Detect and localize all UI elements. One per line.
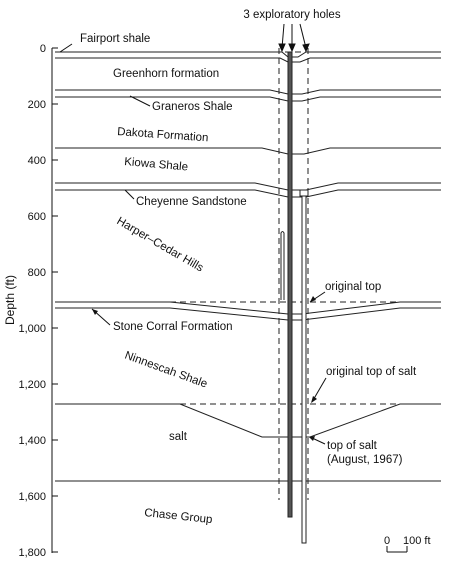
- scale-bar-start: 0: [384, 535, 390, 547]
- formation-salt: salt: [169, 431, 188, 443]
- stone-corral-top-line: [55, 301, 441, 315]
- ground-surface-line: [55, 51, 441, 58]
- depth-tick-1200: 1,200: [18, 379, 46, 391]
- depth-axis-label: Depth (ft): [3, 275, 17, 325]
- annotation-top-of-salt: top of salt: [327, 440, 378, 452]
- depth-tick-400: 400: [28, 155, 46, 167]
- depth-tick-labels: 0 200 400 600 800 1,000 1,200 1,400 1,60…: [18, 43, 46, 559]
- hole-2: [287, 51, 293, 518]
- depth-tick-1000: 1,000: [18, 323, 46, 335]
- formation-stone-corral: Stone Corral Formation: [113, 321, 233, 333]
- kiowa-base-line: [55, 182, 441, 191]
- depth-tick-600: 600: [28, 211, 46, 223]
- hole-3-cap: [299, 189, 309, 197]
- formation-kiowa: Kiowa Shale: [124, 156, 189, 174]
- fairport-base-line: [55, 57, 441, 63]
- formation-ninnescah: Ninnescah Shale: [123, 350, 209, 391]
- depth-axis: [51, 47, 58, 553]
- formation-boundaries: [55, 51, 441, 482]
- depth-tick-1800: 1,800: [18, 547, 46, 559]
- formation-graneros: Graneros Shale: [152, 101, 233, 113]
- formation-labels: Fairport shale Greenhorn formation Grane…: [59, 33, 247, 526]
- scale-bar: 0 100 ft: [384, 535, 431, 553]
- greenhorn-base-line: [55, 89, 441, 95]
- original-level-lines: [55, 48, 441, 500]
- title-leaders: [278, 23, 310, 53]
- formation-greenhorn: Greenhorn formation: [113, 68, 219, 80]
- depth-tick-0: 0: [40, 43, 46, 55]
- formation-cheyenne: Cheyenne Sandstone: [136, 196, 247, 208]
- annotation-original-top: original top: [325, 281, 381, 293]
- hole-3: [301, 191, 307, 544]
- scale-bar-end: 100 ft: [403, 535, 431, 547]
- formation-fairport: Fairport shale: [80, 33, 150, 45]
- stone-corral-base-line: [55, 307, 441, 321]
- graneros-base-line: [55, 96, 441, 102]
- depth-tick-200: 200: [28, 99, 46, 111]
- formation-chase-group: Chase Group: [144, 507, 213, 526]
- annotations: original top original top of salt top of…: [309, 281, 417, 466]
- depth-tick-1600: 1,600: [18, 491, 46, 503]
- dakota-base-line: [55, 147, 441, 155]
- formation-dakota: Dakota Formation: [117, 126, 209, 144]
- salt-top-line: [55, 403, 441, 438]
- hole-1: [280, 231, 285, 300]
- depth-tick-800: 800: [28, 267, 46, 279]
- exploratory-holes: [280, 51, 309, 544]
- diagram-title: 3 exploratory holes: [243, 9, 340, 21]
- formation-harper-cedar-hills: Harper–Cedar Hills: [115, 215, 206, 274]
- depth-tick-1400: 1,400: [18, 435, 46, 447]
- annotation-top-of-salt-date: (August, 1967): [327, 454, 403, 466]
- annotation-original-top-of-salt: original top of salt: [326, 366, 417, 378]
- cheyenne-base-line: [55, 189, 441, 198]
